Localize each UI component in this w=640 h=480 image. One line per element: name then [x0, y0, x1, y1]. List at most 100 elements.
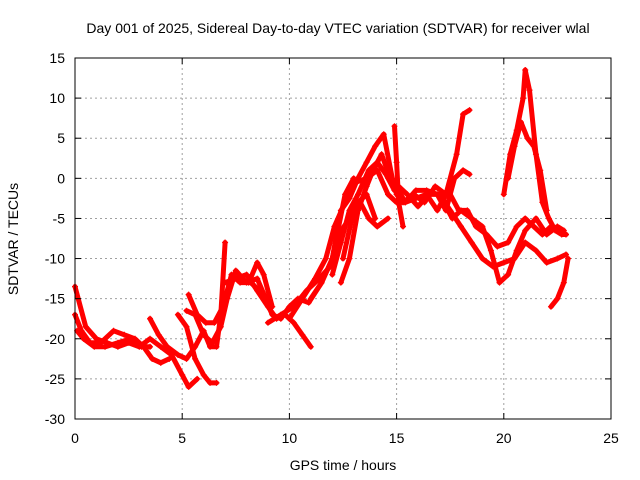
data-point	[355, 175, 362, 182]
data-point	[440, 199, 447, 206]
data-point	[365, 215, 372, 222]
data-point	[385, 191, 392, 198]
data-point	[346, 195, 353, 202]
data-point	[532, 215, 539, 222]
data-point	[522, 215, 529, 222]
data-point	[434, 207, 441, 214]
data-point	[460, 111, 467, 118]
data-point	[260, 271, 267, 278]
y-tick-label: -30	[45, 411, 65, 427]
y-tick-label: -15	[45, 291, 65, 307]
data-point	[307, 343, 314, 350]
data-point	[340, 255, 346, 262]
data-point	[466, 171, 473, 178]
data-point	[357, 199, 364, 206]
data-point	[522, 227, 529, 234]
data-point	[370, 167, 377, 174]
data-point	[243, 271, 250, 278]
data-point	[222, 279, 229, 286]
data-point	[468, 215, 475, 222]
data-point	[522, 239, 529, 246]
series-track-r	[457, 223, 569, 270]
data-point	[547, 303, 554, 310]
data-point	[457, 207, 464, 214]
data-point	[511, 255, 518, 262]
data-point	[554, 255, 561, 262]
data-point	[207, 379, 214, 386]
data-point	[453, 151, 460, 158]
data-point	[530, 143, 537, 150]
data-point	[372, 215, 379, 222]
x-tick-label: 20	[496, 430, 512, 446]
series-track-p	[391, 123, 407, 230]
data-point	[277, 311, 284, 318]
data-point	[329, 271, 336, 278]
data-point	[192, 355, 199, 362]
data-point	[487, 247, 494, 254]
data-point	[183, 323, 190, 330]
axes: 15 10 5 0 -5 -10 -15 -20 -25 -30 0 5 10 15 20 25	[45, 50, 619, 446]
data-point	[260, 291, 267, 298]
data-point	[490, 263, 497, 270]
data-point	[468, 239, 475, 246]
data-point	[436, 191, 443, 198]
data-point	[387, 175, 394, 182]
data-point	[254, 275, 261, 282]
data-point	[460, 167, 467, 174]
data-point	[318, 279, 325, 286]
data-point	[500, 259, 507, 266]
data-point	[164, 343, 171, 350]
data-point	[404, 191, 411, 198]
data-point	[513, 223, 520, 230]
data-point	[213, 379, 220, 386]
data-point	[183, 355, 190, 362]
data-point	[185, 383, 192, 390]
data-point	[537, 167, 544, 174]
data-point	[194, 375, 201, 382]
data-point	[337, 279, 344, 286]
data-point	[222, 239, 229, 246]
data-point	[110, 327, 117, 334]
data-point	[232, 267, 239, 274]
data-point	[155, 331, 162, 338]
data-point	[91, 343, 98, 350]
data-point	[385, 215, 392, 222]
data-point	[194, 311, 201, 318]
data-point	[505, 175, 512, 182]
data-point	[202, 319, 209, 326]
chart-title: Day 001 of 2025, Sidereal Day-to-day VTE…	[86, 20, 589, 36]
x-tick-label: 15	[389, 430, 405, 446]
data-point	[412, 195, 419, 202]
data-point	[305, 299, 312, 306]
data-point	[363, 159, 370, 166]
y-tick-label: 10	[49, 90, 65, 106]
data-point	[374, 223, 381, 230]
data-point	[355, 191, 362, 198]
data-point	[200, 331, 207, 338]
data-point	[299, 295, 306, 302]
data-point	[147, 315, 154, 322]
series-track-g	[185, 259, 276, 326]
data-point	[350, 207, 357, 214]
y-tick-label: 15	[49, 50, 65, 66]
data-point	[522, 67, 529, 74]
data-point	[457, 223, 464, 230]
data-point	[247, 279, 254, 286]
data-point	[217, 323, 224, 330]
data-point	[312, 275, 319, 282]
data-point	[466, 107, 473, 114]
data-point	[380, 131, 387, 138]
data-point	[494, 243, 501, 250]
data-point	[372, 143, 379, 150]
data-point	[174, 351, 181, 358]
data-point	[200, 371, 207, 378]
y-tick-label: -25	[45, 371, 65, 387]
data-point	[337, 239, 344, 246]
data-point	[149, 355, 156, 362]
x-tick-label: 10	[282, 430, 298, 446]
data-point	[391, 123, 398, 130]
series-track-t	[505, 119, 550, 214]
data-point	[479, 255, 486, 262]
plot-area	[72, 67, 572, 390]
data-point	[157, 343, 164, 350]
